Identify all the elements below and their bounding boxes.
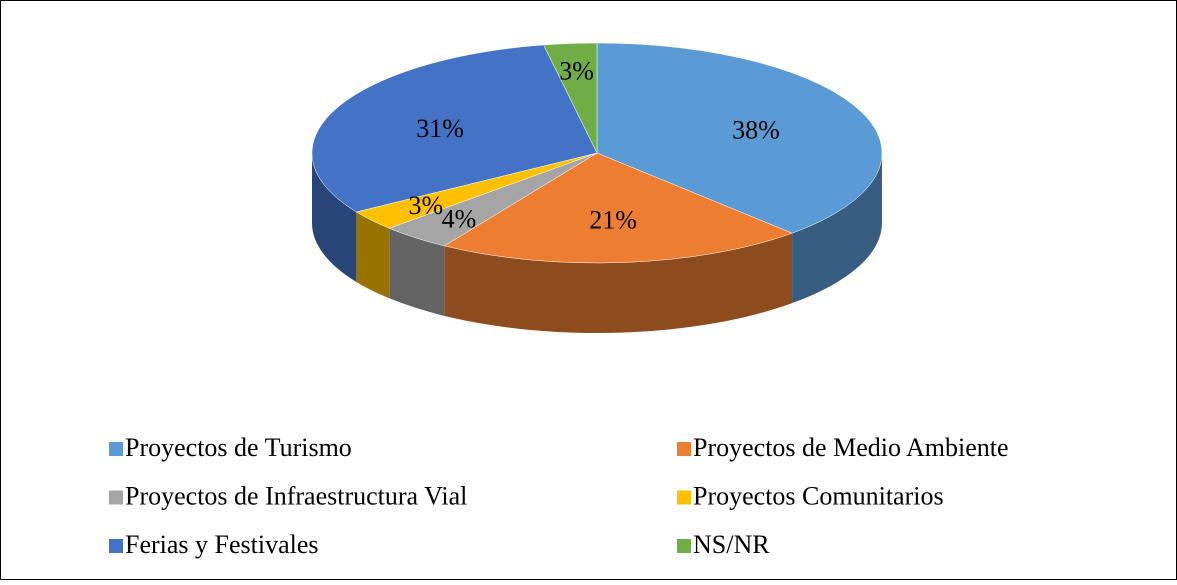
legend-label: Proyectos de Infraestructura Vial — [125, 481, 467, 510]
legend-label: Ferias y Festivales — [125, 530, 319, 559]
legend-label: Proyectos de Medio Ambiente — [693, 433, 1009, 462]
slice — [443, 152, 793, 264]
slice — [596, 42, 883, 234]
data-label: 31% — [416, 114, 464, 143]
data-label: 3% — [409, 191, 444, 220]
legend-swatch — [109, 490, 123, 505]
legend-swatch — [109, 442, 123, 456]
slice-side — [444, 233, 793, 334]
legend-swatch — [677, 539, 691, 553]
legend-label: NS/NR — [693, 530, 770, 559]
data-label: 38% — [732, 116, 780, 145]
legend-label: Proyectos de Turismo — [125, 433, 352, 462]
data-label: 21% — [589, 206, 637, 235]
legend-swatch — [677, 490, 691, 505]
slice — [543, 42, 598, 154]
slice — [311, 44, 598, 213]
slice-side — [389, 228, 445, 316]
legend-swatch — [677, 442, 691, 456]
data-label: 3% — [559, 57, 594, 86]
legend-swatch — [109, 539, 123, 553]
slice-side — [792, 153, 882, 304]
slice-side — [312, 153, 357, 282]
data-label: 4% — [442, 204, 477, 233]
slice-side — [356, 211, 390, 299]
legend-label: Proyectos Comunitarios — [693, 481, 944, 510]
